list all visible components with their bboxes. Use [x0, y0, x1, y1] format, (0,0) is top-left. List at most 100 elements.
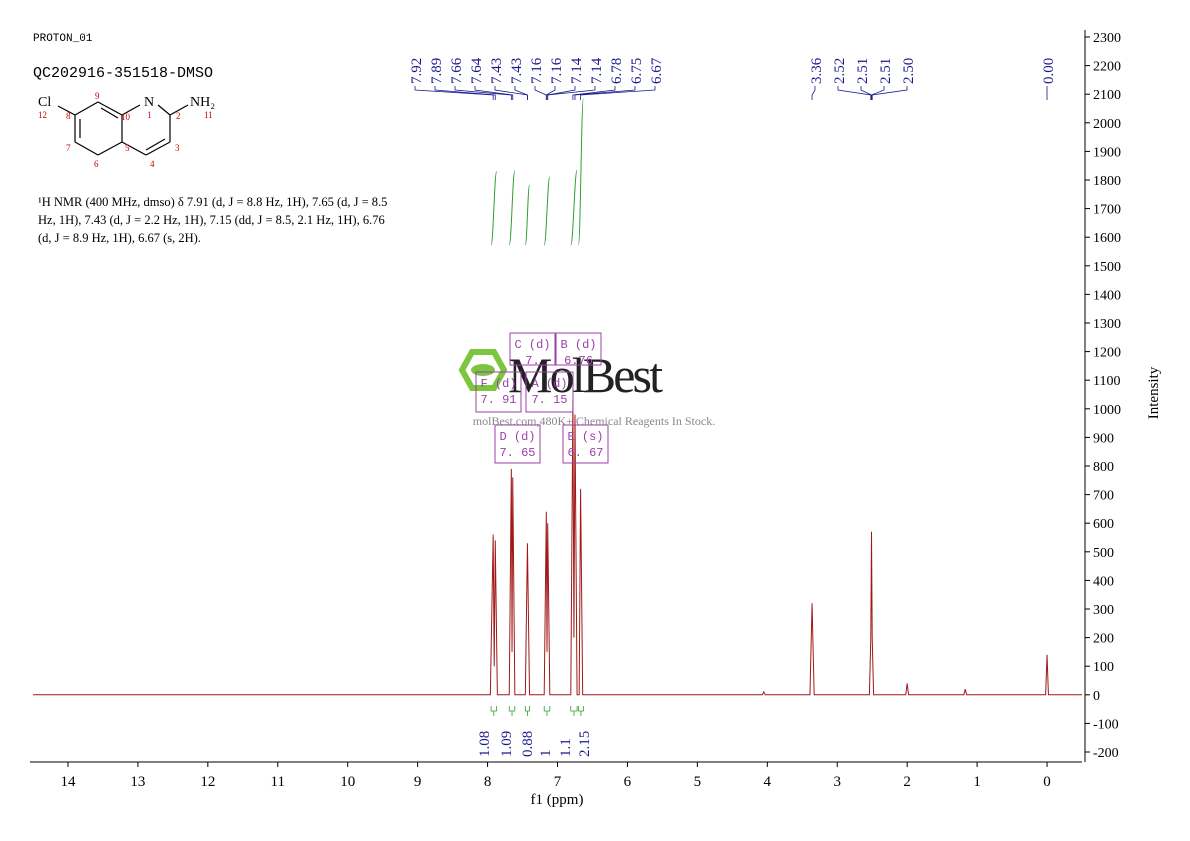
atom-number: 8 — [66, 111, 71, 121]
peak-label: 7.66 — [449, 57, 465, 84]
y-axis-label: Intensity — [1146, 366, 1162, 419]
peak-connector — [547, 86, 576, 100]
y-tick-label: 500 — [1093, 546, 1114, 561]
spectrum — [33, 400, 1082, 696]
atom-number: 7 — [66, 143, 71, 153]
atom-number: 6 — [94, 159, 99, 169]
x-tick-label: 7 — [554, 774, 562, 790]
peak-label: 6.67 — [649, 57, 665, 84]
peak-label: 6.75 — [629, 58, 645, 84]
integral-bracket — [490, 706, 498, 716]
nmr-description: ¹H NMR (400 MHz, dmso) δ 7.91 (d, J = 8.… — [38, 195, 388, 245]
y-tick-label: 2200 — [1093, 60, 1121, 75]
sample-name: QC202916-351518-DMSO — [33, 65, 213, 82]
watermark-logo-text: MolBest — [508, 347, 663, 403]
multiplet-shift: 7. 65 — [499, 446, 535, 460]
x-tick-label: 14 — [60, 774, 76, 790]
peak-label: 7.16 — [529, 57, 545, 84]
y-tick-label: 2000 — [1093, 117, 1121, 132]
y-tick-label: 1700 — [1093, 203, 1121, 218]
y-tick-label: 600 — [1093, 517, 1114, 532]
atom: NH₂ — [190, 95, 215, 110]
integral-bracket — [578, 706, 584, 716]
integral-curve — [577, 98, 584, 246]
atom-number: 5 — [125, 143, 130, 153]
multiplet-shift: 7. 15 — [531, 393, 567, 407]
integral-bracket — [508, 706, 516, 716]
y-tick-label: 1400 — [1093, 288, 1121, 303]
peak-label: 7.92 — [409, 58, 425, 84]
multiplet-box — [562, 424, 609, 464]
multiplet-name: A (d) — [531, 377, 567, 391]
peak-connector — [547, 86, 596, 100]
y-tick-label: 0 — [1093, 689, 1100, 704]
integral-bracket — [570, 706, 578, 716]
integral-label: 1 — [538, 750, 554, 758]
y-tick-label: 100 — [1093, 660, 1114, 675]
peak-label: 7.14 — [589, 57, 605, 84]
x-tick-label: 12 — [200, 774, 215, 790]
integral-curve — [524, 184, 531, 246]
y-tick-label: 800 — [1093, 460, 1114, 475]
peak-connector — [434, 86, 496, 100]
multiplet-box — [555, 332, 602, 366]
peak-label: 0.00 — [1041, 58, 1057, 84]
integral-label: 2.15 — [577, 731, 593, 757]
y-tick-label: 300 — [1093, 603, 1114, 618]
atom-number: 1 — [147, 110, 152, 120]
peak-label: 7.16 — [549, 57, 565, 84]
y-tick-label: 1600 — [1093, 231, 1121, 246]
y-tick-label: 200 — [1093, 632, 1114, 647]
x-axis-label: f1 (ppm) — [531, 792, 584, 808]
x-tick-label: 3 — [833, 774, 841, 790]
atom-number: 11 — [204, 110, 213, 120]
structure — [57, 101, 189, 156]
multiplet-box — [475, 371, 522, 413]
peak-label: 2.52 — [832, 58, 848, 84]
y-tick-label: 1100 — [1093, 374, 1120, 389]
multiplet-shift: 7. — [525, 354, 539, 368]
peak-connector — [545, 86, 556, 100]
multiplet-name: B (d) — [560, 338, 596, 352]
peak-label: 2.50 — [901, 58, 917, 84]
multiplet-shift: 6.76 — [564, 354, 593, 368]
integral-label: 1.08 — [477, 731, 493, 757]
atom-number: 3 — [175, 143, 180, 153]
peak-label: 2.51 — [855, 58, 871, 84]
y-tick-label: 700 — [1093, 489, 1114, 504]
y-tick-label: 400 — [1093, 574, 1114, 589]
peak-connector — [837, 86, 872, 100]
multiplet-box — [509, 332, 556, 366]
peak-label: 7.14 — [569, 57, 585, 84]
peak-label: 3.36 — [809, 57, 825, 84]
x-tick-label: 6 — [624, 774, 632, 790]
peak-label: 7.43 — [489, 58, 505, 84]
atom-number: 9 — [95, 91, 100, 101]
peak-connector — [580, 86, 656, 100]
multiplet-name: D (d) — [499, 430, 535, 444]
y-tick-label: 2300 — [1093, 31, 1121, 46]
multiplet-shift: 7. 91 — [480, 393, 516, 407]
integral-bracket — [543, 706, 551, 716]
multiplet-box — [494, 424, 541, 464]
integral-label: 1.1 — [558, 738, 574, 757]
atom: N — [144, 95, 154, 110]
peak-connector — [871, 86, 908, 100]
x-tick-label: 13 — [130, 774, 145, 790]
integral-curve — [490, 171, 498, 246]
integral-curve — [508, 170, 516, 246]
y-tick-label: 900 — [1093, 431, 1114, 446]
x-tick-label: 0 — [1043, 774, 1051, 790]
multiplet-shift: 6. 67 — [567, 446, 603, 460]
atom-number: 4 — [150, 159, 155, 169]
atom-number: 12 — [38, 110, 47, 120]
peak-label: 2.51 — [878, 58, 894, 84]
y-tick-label: 1300 — [1093, 317, 1121, 332]
y-tick-label: -100 — [1093, 717, 1119, 732]
integral-curve — [570, 169, 578, 246]
x-tick-label: 9 — [414, 774, 422, 790]
peak-label: 7.89 — [429, 58, 445, 84]
y-tick-label: 1200 — [1093, 346, 1121, 361]
x-tick-label: 1 — [973, 774, 981, 790]
